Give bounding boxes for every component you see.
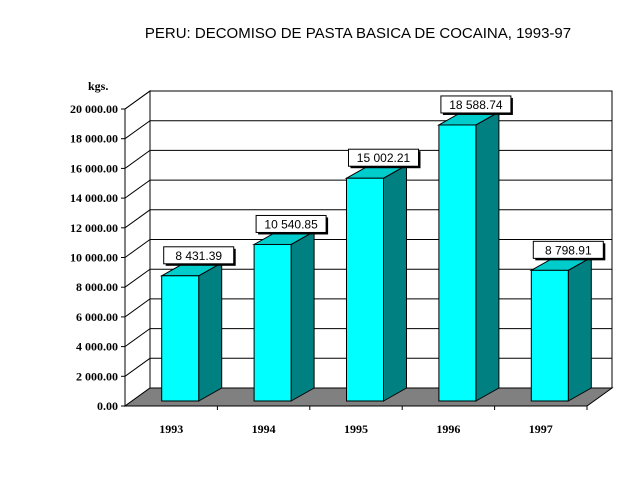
x-tick-label: 1993 (159, 422, 183, 436)
data-label-text: 8 798.91 (545, 243, 592, 257)
y-tick-label: 10 000.00 (70, 251, 118, 265)
y-tick-label: 6 000.00 (76, 310, 118, 324)
bars: 8 431.39 10 540.85 15 002.21 18 588.74 8 798… (159, 95, 606, 402)
data-label-1993: 8 431.39 (163, 246, 236, 266)
y-tick-label: 8 000.00 (76, 280, 118, 294)
x-tick-label: 1996 (436, 422, 460, 436)
bar-front (346, 177, 384, 402)
data-label-1995: 15 002.21 (348, 148, 421, 169)
y-tick-label: 0.00 (97, 399, 118, 413)
bar-side (475, 111, 500, 402)
bar-side (383, 164, 407, 402)
data-label-box (348, 148, 419, 167)
y-tick-label: 18 000.00 (70, 132, 118, 146)
y-axis: 0.00 2 000.00 4 000.00 6 000.00 8 000.00 10 0… (70, 102, 126, 413)
bar-front (438, 124, 477, 402)
y-tick-label: 4 000.00 (76, 340, 118, 354)
bar-side (198, 261, 223, 402)
x-axis: 1993 1994 1995 1996 1997 (125, 405, 588, 436)
bar-1995 (344, 164, 409, 402)
bar-front (530, 269, 569, 402)
data-label-1994: 10 540.85 (255, 214, 329, 235)
y-tick-label: 12 000.00 (70, 221, 118, 235)
x-tick-label: 1995 (344, 422, 368, 436)
data-label-box (440, 95, 512, 114)
bar-1993 (159, 261, 224, 402)
data-label-text: 15 002.21 (357, 151, 411, 165)
data-label-1997: 8 798.91 (532, 240, 606, 261)
bar-1997 (529, 256, 594, 402)
chart-title: PERU: DECOMISO DE PASTA BASICA DE COCAIN… (145, 25, 571, 42)
data-label-box (163, 246, 235, 265)
y-tick-label: 2 000.00 (76, 369, 118, 383)
data-label-box (532, 240, 604, 259)
bar-side (290, 230, 315, 402)
bar-front (253, 243, 292, 402)
y-tick-label: 20 000.00 (70, 102, 118, 116)
bar-1994 (252, 230, 317, 402)
data-label-text: 8 431.39 (175, 249, 222, 263)
data-label-1996: 18 588.74 (440, 95, 513, 115)
data-label-text: 10 540.85 (264, 217, 318, 231)
y-tick-label: 16 000.00 (70, 161, 118, 175)
data-label-text: 18 588.74 (449, 98, 503, 112)
x-tick-label: 1997 (529, 422, 553, 436)
data-label-box (255, 214, 327, 233)
y-axis-unit-label: kgs. (88, 79, 108, 93)
bar-front (161, 275, 200, 402)
gridline (124, 90, 612, 110)
bar-side (567, 256, 592, 402)
bar-1996 (436, 111, 501, 402)
x-tick-label: 1994 (252, 422, 276, 436)
y-tick-label: 14 000.00 (70, 191, 118, 205)
